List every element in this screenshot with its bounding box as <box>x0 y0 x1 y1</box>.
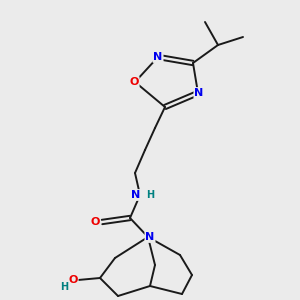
Text: H: H <box>146 190 154 200</box>
Text: O: O <box>68 275 78 285</box>
Text: N: N <box>194 88 204 98</box>
Text: H: H <box>60 282 68 292</box>
Text: O: O <box>90 217 100 227</box>
Text: N: N <box>153 52 163 62</box>
Text: O: O <box>129 77 139 87</box>
Text: N: N <box>131 190 141 200</box>
Text: N: N <box>146 232 154 242</box>
